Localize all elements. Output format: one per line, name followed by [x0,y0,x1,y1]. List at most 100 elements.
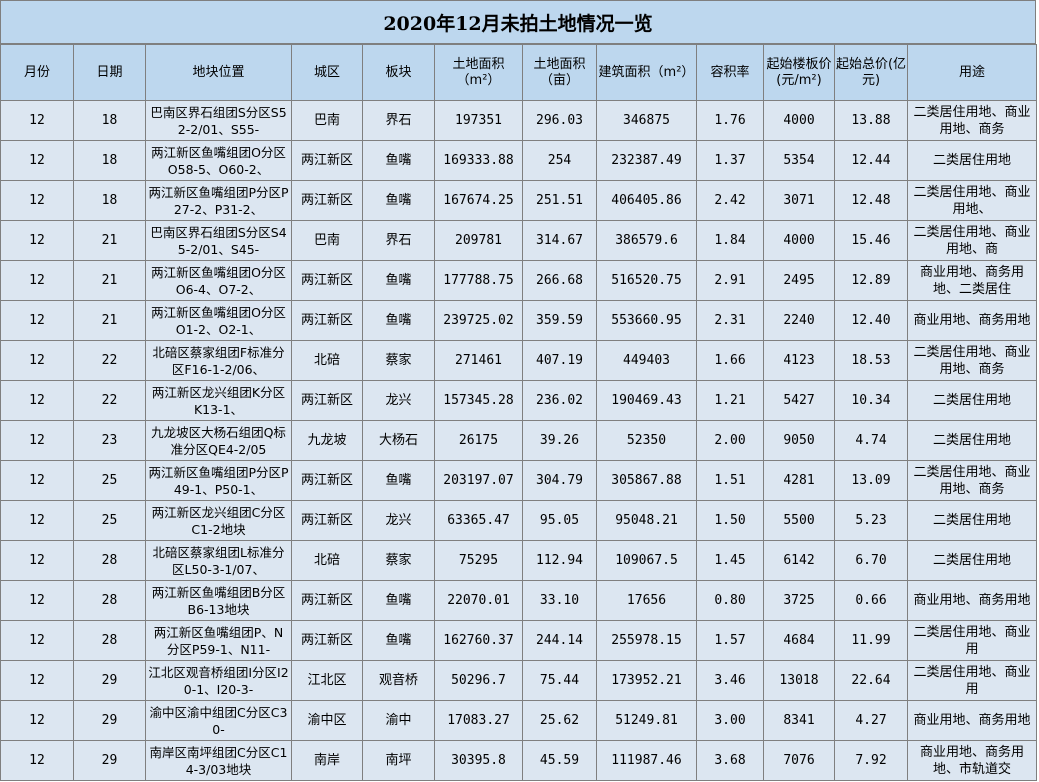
cell-floor-price[interactable]: 5500 [763,500,835,541]
cell-usage[interactable]: 二类居住用地、商业用 [907,620,1037,661]
cell-plot-ratio[interactable]: 1.57 [696,620,764,661]
header-building-area[interactable]: 建筑面积（m²） [596,44,697,101]
cell-building-area[interactable]: 52350 [596,420,697,461]
cell-usage[interactable]: 二类居住用地 [907,500,1037,541]
cell-area-block[interactable]: 界石 [362,220,435,261]
cell-building-area[interactable]: 516520.75 [596,260,697,301]
cell-month[interactable]: 12 [0,540,74,581]
cell-total-price[interactable]: 6.70 [834,540,908,581]
cell-land-area-m2[interactable]: 169333.88 [434,140,523,181]
cell-district[interactable]: 北碚 [291,540,363,581]
cell-month[interactable]: 12 [0,580,74,621]
cell-total-price[interactable]: 0.66 [834,580,908,621]
cell-plot-ratio[interactable]: 2.42 [696,180,764,221]
cell-location[interactable]: 九龙坡区大杨石组团Q标准分区QE4-2/05 [145,420,292,461]
header-area-block[interactable]: 板块 [362,44,435,101]
cell-land-area-mu[interactable]: 296.03 [522,100,597,141]
cell-district[interactable]: 两江新区 [291,460,363,501]
cell-building-area[interactable]: 173952.21 [596,660,697,701]
cell-plot-ratio[interactable]: 2.00 [696,420,764,461]
cell-usage[interactable]: 二类居住用地 [907,420,1037,461]
cell-land-area-mu[interactable]: 266.68 [522,260,597,301]
cell-month[interactable]: 12 [0,300,74,341]
cell-location[interactable]: 两江新区鱼嘴组团B分区B6-13地块 [145,580,292,621]
cell-building-area[interactable]: 95048.21 [596,500,697,541]
cell-land-area-mu[interactable]: 25.62 [522,700,597,741]
cell-plot-ratio[interactable]: 3.46 [696,660,764,701]
cell-district[interactable]: 两江新区 [291,300,363,341]
cell-district[interactable]: 南岸 [291,740,363,781]
cell-land-area-m2[interactable]: 239725.02 [434,300,523,341]
cell-land-area-mu[interactable]: 236.02 [522,380,597,421]
cell-building-area[interactable]: 17656 [596,580,697,621]
cell-land-area-mu[interactable]: 251.51 [522,180,597,221]
cell-building-area[interactable]: 305867.88 [596,460,697,501]
cell-location[interactable]: 巴南区界石组团S分区S52-2/01、S55- [145,100,292,141]
cell-district[interactable]: 两江新区 [291,380,363,421]
cell-building-area[interactable]: 111987.46 [596,740,697,781]
cell-location[interactable]: 南岸区南坪组团C分区C14-3/03地块 [145,740,292,781]
cell-land-area-m2[interactable]: 26175 [434,420,523,461]
cell-district[interactable]: 巴南 [291,100,363,141]
cell-total-price[interactable]: 15.46 [834,220,908,261]
cell-district[interactable]: 两江新区 [291,180,363,221]
cell-land-area-m2[interactable]: 17083.27 [434,700,523,741]
cell-plot-ratio[interactable]: 1.84 [696,220,764,261]
cell-land-area-m2[interactable]: 197351 [434,100,523,141]
cell-area-block[interactable]: 蔡家 [362,340,435,381]
cell-usage[interactable]: 二类居住用地 [907,140,1037,181]
header-land-area-mu[interactable]: 土地面积（亩） [522,44,597,101]
cell-floor-price[interactable]: 3725 [763,580,835,621]
header-land-area-m2[interactable]: 土地面积（m²） [434,44,523,101]
cell-date[interactable]: 25 [73,500,146,541]
cell-date[interactable]: 22 [73,380,146,421]
cell-area-block[interactable]: 鱼嘴 [362,300,435,341]
cell-date[interactable]: 28 [73,540,146,581]
cell-plot-ratio[interactable]: 2.31 [696,300,764,341]
cell-month[interactable]: 12 [0,700,74,741]
cell-district[interactable]: 九龙坡 [291,420,363,461]
cell-date[interactable]: 18 [73,100,146,141]
cell-land-area-mu[interactable]: 33.10 [522,580,597,621]
cell-building-area[interactable]: 255978.15 [596,620,697,661]
cell-land-area-m2[interactable]: 30395.8 [434,740,523,781]
cell-floor-price[interactable]: 4000 [763,220,835,261]
cell-total-price[interactable]: 12.48 [834,180,908,221]
cell-area-block[interactable]: 南坪 [362,740,435,781]
cell-month[interactable]: 12 [0,180,74,221]
cell-floor-price[interactable]: 5354 [763,140,835,181]
cell-month[interactable]: 12 [0,380,74,421]
cell-plot-ratio[interactable]: 1.76 [696,100,764,141]
cell-total-price[interactable]: 10.34 [834,380,908,421]
cell-date[interactable]: 21 [73,220,146,261]
header-usage[interactable]: 用途 [907,44,1037,101]
cell-building-area[interactable]: 386579.6 [596,220,697,261]
cell-plot-ratio[interactable]: 1.66 [696,340,764,381]
cell-building-area[interactable]: 406405.86 [596,180,697,221]
cell-building-area[interactable]: 51249.81 [596,700,697,741]
cell-usage[interactable]: 商业用地、商务用地 [907,580,1037,621]
cell-floor-price[interactable]: 2495 [763,260,835,301]
cell-floor-price[interactable]: 4123 [763,340,835,381]
cell-total-price[interactable]: 13.09 [834,460,908,501]
header-plot-ratio[interactable]: 容积率 [696,44,764,101]
cell-land-area-m2[interactable]: 271461 [434,340,523,381]
cell-area-block[interactable]: 鱼嘴 [362,580,435,621]
cell-location[interactable]: 两江新区鱼嘴组团O分区O58-5、O60-2、 [145,140,292,181]
cell-total-price[interactable]: 13.88 [834,100,908,141]
cell-land-area-m2[interactable]: 203197.07 [434,460,523,501]
cell-land-area-mu[interactable]: 304.79 [522,460,597,501]
cell-land-area-mu[interactable]: 39.26 [522,420,597,461]
cell-location[interactable]: 两江新区鱼嘴组团O分区O1-2、O2-1、 [145,300,292,341]
cell-date[interactable]: 28 [73,620,146,661]
header-district[interactable]: 城区 [291,44,363,101]
cell-total-price[interactable]: 4.27 [834,700,908,741]
cell-building-area[interactable]: 109067.5 [596,540,697,581]
cell-usage[interactable]: 商业用地、商务用地、市轨道交 [907,740,1037,781]
cell-usage[interactable]: 二类居住用地 [907,380,1037,421]
cell-land-area-m2[interactable]: 167674.25 [434,180,523,221]
cell-total-price[interactable]: 4.74 [834,420,908,461]
cell-floor-price[interactable]: 13018 [763,660,835,701]
cell-area-block[interactable]: 鱼嘴 [362,180,435,221]
cell-district[interactable]: 两江新区 [291,500,363,541]
